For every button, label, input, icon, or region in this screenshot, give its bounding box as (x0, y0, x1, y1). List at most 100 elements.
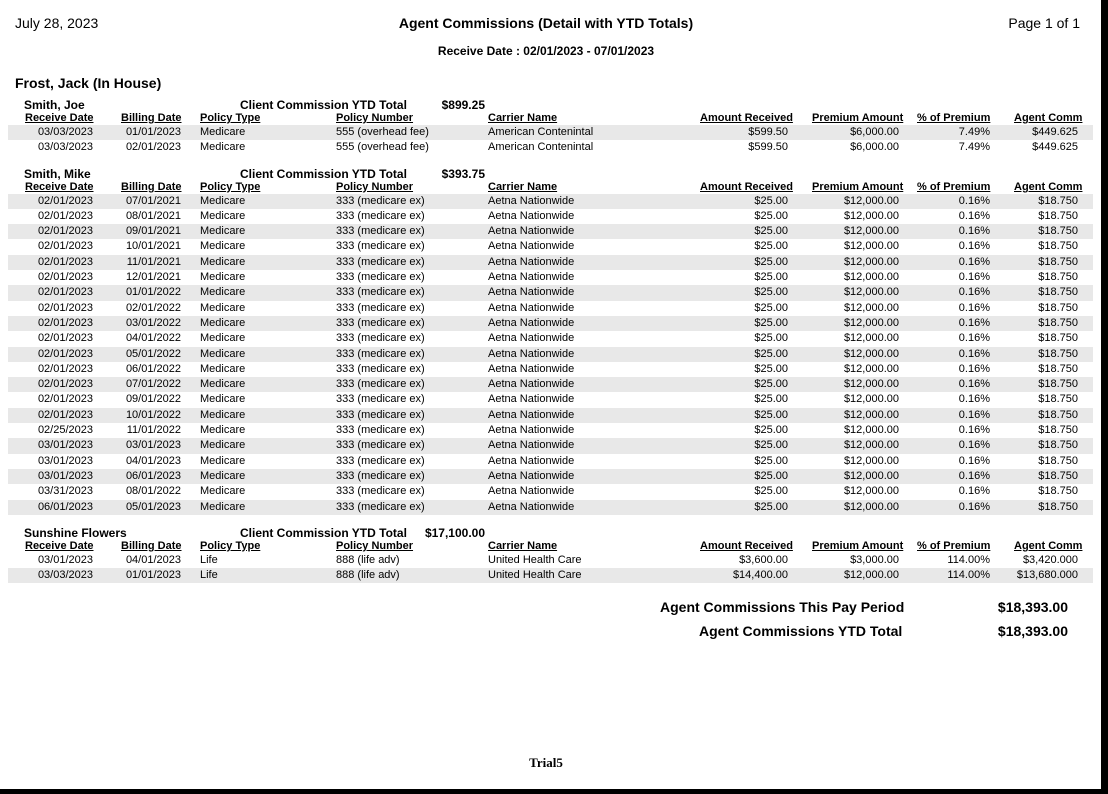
cell-amount-received: $25.00 (754, 393, 788, 406)
client-groups: Smith, Joe Client Commission YTD Total $… (0, 97, 1100, 593)
col-agent-comm: Agent Comm (1014, 180, 1083, 193)
cell-amount-received: $14,400.00 (732, 569, 788, 582)
col-agent-comm: Agent Comm (1014, 112, 1083, 124)
cell-premium-amount: $12,000.00 (843, 332, 899, 345)
col-amount-received: Amount Received (700, 539, 793, 552)
cell-amount-received: $25.00 (754, 332, 788, 345)
client-ytd-total: $17,100.00 (424, 525, 485, 540)
cell-policy-number: 333 (medicare ex) (336, 469, 425, 482)
table-row: 02/01/2023 03/01/2022 Medicare 333 (medicar… (8, 315, 1093, 332)
cell-agent-comm: $18.750 (1038, 316, 1078, 329)
cell-receive-date: 03/01/2023 (37, 454, 93, 467)
cell-receive-date: 06/01/2023 (37, 500, 93, 513)
cell-percent-premium: 0.16% (958, 209, 990, 222)
cell-carrier-name: Aetna Nationwide (488, 225, 575, 238)
cell-amount-received: $3,600.00 (739, 553, 788, 566)
table-row: 02/25/2023 11/01/2022 Medicare 333 (medicar… (8, 423, 1093, 438)
cell-percent-premium: 0.16% (958, 240, 990, 253)
cell-amount-received: $25.00 (754, 500, 788, 513)
cell-amount-received: $25.00 (754, 424, 788, 437)
table-row: 03/03/2023 01/01/2023 Medicare 555 (overhea… (8, 125, 1093, 141)
cell-carrier-name: Aetna Nationwide (488, 485, 575, 498)
cell-agent-comm: $18.750 (1038, 240, 1078, 253)
cell-policy-number: 333 (medicare ex) (336, 424, 425, 437)
cell-agent-comm: $18.750 (1038, 347, 1078, 360)
cell-policy-type: Medicare (200, 194, 246, 207)
cell-billing-date: 08/01/2022 (125, 485, 181, 498)
cell-amount-received: $25.00 (754, 408, 788, 421)
cell-policy-number: 333 (medicare ex) (336, 271, 425, 284)
cell-amount-received: $599.50 (748, 126, 788, 138)
cell-premium-amount: $12,000.00 (843, 378, 899, 391)
table-row: 03/01/2023 06/01/2023 Medicare 333 (medicar… (8, 468, 1093, 485)
cell-agent-comm: $18.750 (1038, 362, 1078, 375)
cell-receive-date: 02/01/2023 (37, 209, 93, 222)
col-percent-premium: % of Premium (917, 539, 991, 552)
cell-percent-premium: 0.16% (958, 439, 990, 452)
table-row: 03/03/2023 01/01/2023 Life 888 (life adv) Un… (8, 568, 1093, 584)
cell-billing-date: 10/01/2021 (125, 240, 181, 253)
cell-receive-date: 03/31/2023 (37, 485, 93, 498)
cell-policy-type: Medicare (200, 126, 246, 138)
cell-percent-premium: 0.16% (958, 378, 990, 391)
cell-agent-comm: $18.750 (1038, 485, 1078, 498)
cell-carrier-name: American Contenintal (488, 126, 594, 138)
cell-premium-amount: $12,000.00 (843, 347, 899, 360)
col-billing-date: Billing Date (121, 112, 182, 124)
column-headers: Receive Date Billing Date Policy Type Polic… (0, 539, 1100, 553)
cell-agent-comm: $18.750 (1038, 332, 1078, 345)
cell-policy-number: 333 (medicare ex) (336, 500, 425, 513)
col-receive-date: Receive Date (25, 180, 94, 193)
cell-policy-number: 333 (medicare ex) (336, 347, 425, 360)
cell-amount-received: $25.00 (754, 255, 788, 268)
cell-receive-date: 03/01/2023 (37, 439, 93, 452)
cell-policy-type: Medicare (200, 408, 246, 421)
cell-agent-comm: $13,680.000 (1016, 569, 1078, 582)
cell-receive-date: 03/03/2023 (37, 569, 93, 582)
receive-date-range: Receive Date : 02/01/2023 - 07/01/2023 (437, 44, 655, 58)
cell-policy-type: Medicare (200, 209, 246, 222)
cell-carrier-name: Aetna Nationwide (488, 362, 575, 375)
agent-name: Frost, Jack (In House) (15, 75, 162, 91)
cell-policy-type: Medicare (200, 332, 246, 345)
page-border-right (1101, 0, 1108, 794)
cell-percent-premium: 0.16% (958, 347, 990, 360)
cell-carrier-name: United Health Care (488, 569, 582, 582)
cell-receive-date: 03/01/2023 (37, 553, 93, 566)
cell-premium-amount: $12,000.00 (843, 485, 899, 498)
cell-amount-received: $25.00 (754, 454, 788, 467)
cell-policy-number: 333 (medicare ex) (336, 301, 425, 314)
cell-billing-date: 05/01/2023 (125, 500, 181, 513)
cell-amount-received: $25.00 (754, 301, 788, 314)
cell-premium-amount: $12,000.00 (843, 209, 899, 222)
client-name: Smith, Joe (24, 98, 85, 112)
table-row: 02/01/2023 09/01/2022 Medicare 333 (medicar… (8, 392, 1093, 407)
cell-agent-comm: $18.750 (1038, 378, 1078, 391)
cell-policy-number: 333 (medicare ex) (336, 209, 425, 222)
cell-premium-amount: $6,000.00 (850, 141, 899, 154)
cell-carrier-name: Aetna Nationwide (488, 301, 575, 314)
table-row: 02/01/2023 11/01/2021 Medicare 333 (medicar… (8, 254, 1093, 271)
cell-policy-type: Medicare (200, 347, 246, 360)
table-row: 02/01/2023 07/01/2022 Medicare 333 (medicar… (8, 377, 1093, 393)
cell-receive-date: 03/03/2023 (37, 126, 93, 138)
cell-carrier-name: Aetna Nationwide (488, 240, 575, 253)
cell-agent-comm: $18.750 (1038, 454, 1078, 467)
cell-carrier-name: Aetna Nationwide (488, 316, 575, 329)
col-policy-type: Policy Type (200, 112, 261, 124)
cell-billing-date: 04/01/2023 (125, 454, 181, 467)
cell-premium-amount: $12,000.00 (843, 393, 899, 406)
cell-percent-premium: 7.49% (958, 141, 990, 154)
client-group: Sunshine Flowers Client Commission YTD T… (0, 525, 1100, 584)
cell-policy-type: Medicare (200, 378, 246, 391)
cell-premium-amount: $12,000.00 (843, 301, 899, 314)
pay-period-value: $18,393.00 (997, 599, 1068, 615)
cell-receive-date: 02/01/2023 (37, 286, 93, 299)
cell-receive-date: 02/01/2023 (37, 271, 93, 284)
pay-period-label: Agent Commissions This Pay Period (660, 599, 905, 615)
column-headers: Receive Date Billing Date Policy Type Polic… (0, 111, 1100, 125)
table-row: 02/01/2023 02/01/2022 Medicare 333 (medicar… (8, 301, 1093, 316)
cell-billing-date: 04/01/2022 (125, 332, 181, 345)
cell-premium-amount: $12,000.00 (843, 240, 899, 253)
